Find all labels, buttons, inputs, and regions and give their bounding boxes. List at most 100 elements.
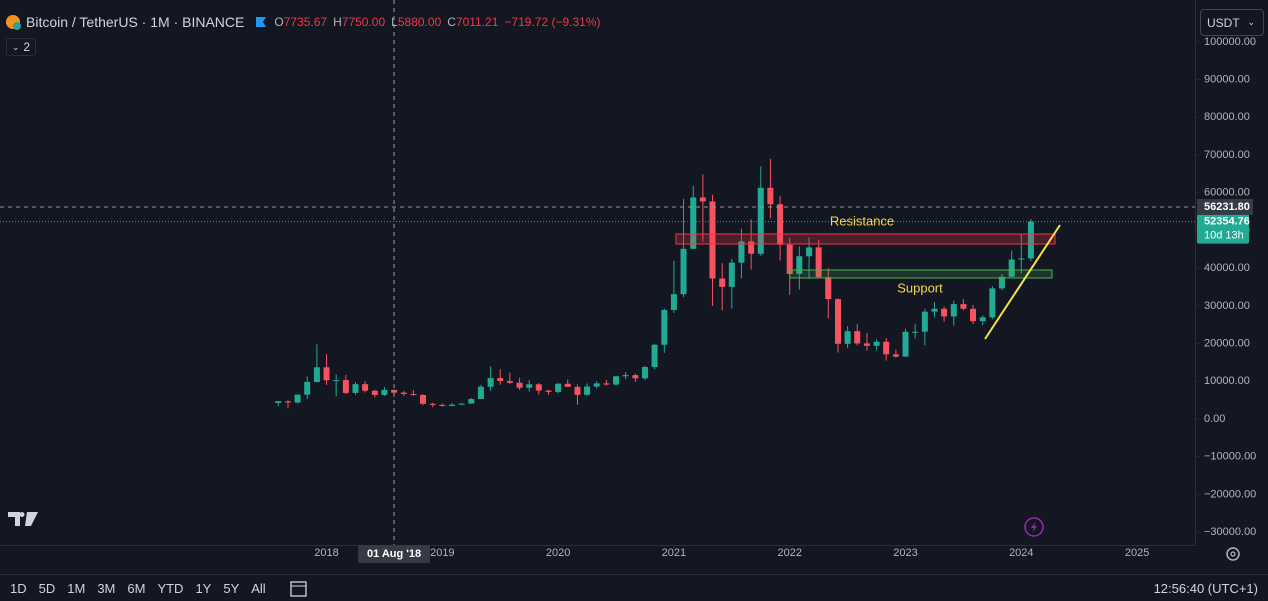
- y-tick-label: 90000.00: [1204, 73, 1250, 85]
- candle-body: [410, 394, 417, 396]
- candle-body: [796, 256, 803, 274]
- x-tick-label: 2025: [1125, 547, 1149, 559]
- crosshair-date-label: 01 Aug '18: [367, 548, 421, 560]
- time-axis-border: [0, 545, 1196, 546]
- resistance-label: Resistance: [830, 213, 894, 228]
- last-price-label: 52354.76: [1204, 215, 1250, 227]
- indicators-toggle[interactable]: ⌄ 2: [6, 38, 36, 56]
- candle-body: [429, 403, 436, 405]
- y-tick-label: 0.00: [1204, 413, 1225, 425]
- candle-body: [333, 380, 340, 382]
- candle-body: [835, 299, 842, 344]
- candle-body: [998, 276, 1005, 289]
- range-button[interactable]: 1Y: [195, 581, 212, 596]
- y-tick-label: −30000.00: [1204, 526, 1256, 538]
- candle-body: [844, 331, 851, 344]
- symbol[interactable]: Bitcoin / TetherUS · 1M · BINANCE: [26, 14, 245, 30]
- bottom-toolbar: 1D 5D 1M 3M 6M YTD 1Y 5Y All 12:56:40 (UTC+1): [0, 574, 1268, 601]
- candle-body: [883, 341, 890, 355]
- candle-body: [651, 344, 658, 368]
- x-tick-label: 2018: [314, 547, 338, 559]
- candle-body: [468, 398, 475, 404]
- candle-body: [284, 401, 291, 403]
- y-tick-label: −10000.00: [1204, 451, 1256, 463]
- candle-body: [690, 197, 697, 249]
- candle-body: [477, 386, 484, 399]
- candle-body: [545, 390, 552, 392]
- candle-body: [892, 354, 899, 357]
- candle-body: [806, 247, 813, 257]
- range-button[interactable]: 6M: [127, 581, 146, 596]
- x-tick-label: 2021: [662, 547, 686, 559]
- crosshair-price-label: 56231.80: [1204, 201, 1250, 213]
- close-label: C: [447, 15, 456, 29]
- close-value: 7011.21: [455, 15, 499, 29]
- candle-body: [555, 383, 562, 392]
- candle-body: [748, 241, 755, 254]
- low-value: 5880.00: [397, 15, 442, 29]
- candle-body: [1008, 259, 1015, 277]
- range-button[interactable]: 1M: [67, 581, 86, 596]
- candle-body: [641, 367, 648, 379]
- candle-body: [699, 197, 706, 202]
- chart: Resistance Support −30000.00 −20000.00 −10…: [0, 0, 1256, 563]
- candle-body: [304, 381, 311, 395]
- candle-body: [825, 277, 832, 300]
- candle-body: [526, 384, 533, 388]
- range-button[interactable]: All: [251, 581, 266, 596]
- candle-body: [979, 317, 986, 322]
- candle-body: [921, 311, 928, 332]
- x-tick-label: 2023: [893, 547, 917, 559]
- range-button[interactable]: YTD: [157, 581, 184, 596]
- y-tick-label: 40000.00: [1204, 262, 1250, 274]
- y-tick-label: 10000.00: [1204, 375, 1250, 387]
- candle-body: [574, 386, 581, 395]
- flag-icon[interactable]: [254, 15, 268, 29]
- candle-body: [564, 383, 571, 387]
- candle-body: [352, 384, 359, 393]
- candle-body: [941, 308, 948, 317]
- candle-body: [458, 403, 465, 405]
- candle-body: [931, 308, 938, 312]
- range-button[interactable]: 1D: [10, 581, 27, 596]
- candle-body: [719, 278, 726, 287]
- candle-body: [989, 288, 996, 318]
- tradingview-logo: [8, 511, 38, 526]
- candle-body: [767, 187, 774, 205]
- candle-body: [584, 386, 591, 395]
- plot: [0, 158, 1195, 409]
- candle-body: [670, 294, 677, 310]
- candle-body: [709, 201, 716, 279]
- y-tick-label: 30000.00: [1204, 300, 1250, 312]
- candle-body: [593, 383, 600, 387]
- candle-body: [786, 244, 793, 274]
- candle-body: [613, 376, 620, 385]
- lightning-icon[interactable]: [1024, 517, 1044, 537]
- candle-body: [497, 378, 504, 381]
- candle-body: [381, 389, 388, 395]
- candle-body: [371, 390, 378, 395]
- candle-body: [950, 304, 957, 317]
- y-tick-label: 20000.00: [1204, 338, 1250, 350]
- candle-body: [728, 262, 735, 287]
- high-value: 7750.00: [341, 15, 386, 29]
- crosshair-date-box: [358, 545, 431, 563]
- y-tick-label: 80000.00: [1204, 111, 1250, 123]
- candle-body: [362, 384, 369, 391]
- candle-body: [970, 308, 977, 322]
- candle-body: [661, 309, 668, 345]
- y-tick-label: 70000.00: [1204, 149, 1250, 161]
- candle-body: [342, 380, 349, 393]
- range-button[interactable]: 5Y: [223, 581, 240, 596]
- support-zone: [789, 269, 1053, 279]
- candle-body: [757, 187, 764, 254]
- settings-icon[interactable]: [1226, 547, 1240, 561]
- candle-body: [313, 367, 320, 382]
- range-button[interactable]: 3M: [97, 581, 116, 596]
- currency-select[interactable]: USDT ⌄: [1200, 9, 1264, 36]
- range-button[interactable]: 5D: [38, 581, 56, 596]
- y-tick-label: 60000.00: [1204, 187, 1250, 199]
- date-range-icon[interactable]: [288, 579, 310, 599]
- indicator-count: 2: [23, 40, 31, 54]
